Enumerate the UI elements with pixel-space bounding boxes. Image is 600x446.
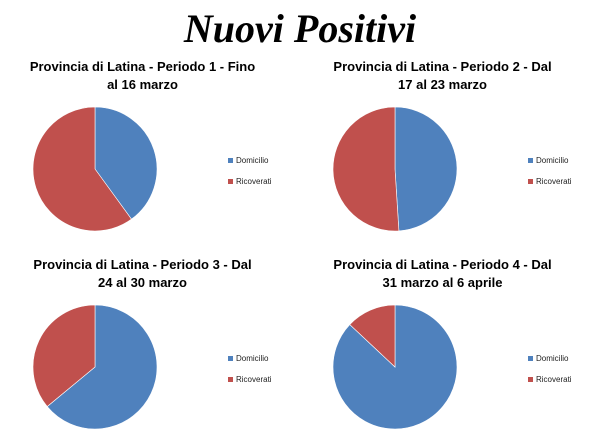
- legend-3: Domicilio Ricoverati: [228, 352, 272, 394]
- chart-title-1: Provincia di Latina - Periodo 1 - Fino a…: [0, 58, 285, 94]
- legend-item-ricoverati: Ricoverati: [228, 175, 272, 187]
- legend-item-domicilio: Domicilio: [228, 154, 272, 166]
- chart-title-2-line1: Provincia di Latina - Periodo 2 - Dal: [333, 59, 552, 74]
- legend-1: Domicilio Ricoverati: [228, 154, 272, 196]
- legend-label-ricoverati: Ricoverati: [536, 176, 572, 186]
- chart-title-2-line2: 17 al 23 marzo: [398, 77, 487, 92]
- chart-panel-4: Provincia di Latina - Periodo 4 - Dal 31…: [300, 256, 600, 446]
- legend-item-ricoverati: Ricoverati: [528, 373, 572, 385]
- legend-item-ricoverati: Ricoverati: [228, 373, 272, 385]
- chart-panel-3: Provincia di Latina - Periodo 3 - Dal 24…: [0, 256, 300, 446]
- legend-swatch-domicilio: [528, 157, 533, 163]
- chart-title-1-line1: Provincia di Latina - Periodo 1 - Fino: [29, 59, 256, 74]
- slice-ricoverati: [32, 304, 96, 407]
- legend-swatch-ricoverati: [228, 178, 233, 184]
- legend-2: Domicilio Ricoverati: [528, 154, 572, 196]
- pie-chart-2: [332, 106, 458, 232]
- legend-swatch-ricoverati: [528, 376, 533, 382]
- legend-4: Domicilio Ricoverati: [528, 352, 572, 394]
- legend-label-domicilio: Domicilio: [536, 353, 569, 363]
- legend-label-ricoverati: Ricoverati: [236, 374, 272, 384]
- legend-label-domicilio: Domicilio: [236, 353, 269, 363]
- slice-ricoverati: [349, 304, 396, 368]
- chart-title-3: Provincia di Latina - Periodo 3 - Dal 24…: [0, 256, 285, 292]
- legend-swatch-domicilio: [528, 355, 533, 361]
- legend-item-domicilio: Domicilio: [528, 154, 572, 166]
- chart-title-4-line1: Provincia di Latina - Periodo 4 - Dal: [333, 257, 552, 272]
- chart-title-4-line2: 31 marzo al 6 aprile: [382, 275, 503, 290]
- slice-domicilio: [46, 304, 158, 430]
- chart-title-3-line2: 24 al 30 marzo: [98, 275, 187, 290]
- slice-domicilio: [394, 106, 458, 232]
- legend-label-ricoverati: Ricoverati: [236, 176, 272, 186]
- chart-title-4: Provincia di Latina - Periodo 4 - Dal 31…: [300, 256, 585, 292]
- legend-swatch-ricoverati: [528, 178, 533, 184]
- chart-panel-2: Provincia di Latina - Periodo 2 - Dal 17…: [300, 58, 600, 248]
- chart-title-3-line1: Provincia di Latina - Periodo 3 - Dal: [33, 257, 252, 272]
- legend-item-domicilio: Domicilio: [228, 352, 272, 364]
- chart-title-2: Provincia di Latina - Periodo 2 - Dal 17…: [300, 58, 585, 94]
- legend-swatch-ricoverati: [228, 376, 233, 382]
- slice-ricoverati: [332, 106, 400, 232]
- page-title: Nuovi Positivi: [183, 6, 417, 51]
- legend-label-domicilio: Domicilio: [236, 155, 269, 165]
- pie-chart-3: [32, 304, 158, 430]
- slice-ricoverati: [32, 106, 132, 232]
- chart-panel-1: Provincia di Latina - Periodo 1 - Fino a…: [0, 58, 300, 248]
- pie-chart-1: [32, 106, 158, 232]
- legend-item-ricoverati: Ricoverati: [528, 175, 572, 187]
- legend-swatch-domicilio: [228, 157, 233, 163]
- legend-label-domicilio: Domicilio: [536, 155, 569, 165]
- legend-label-ricoverati: Ricoverati: [536, 374, 572, 384]
- chart-title-1-line2: al 16 marzo: [107, 77, 178, 92]
- pie-chart-4: [332, 304, 458, 430]
- legend-item-domicilio: Domicilio: [528, 352, 572, 364]
- legend-swatch-domicilio: [228, 355, 233, 361]
- slice-domicilio: [94, 106, 158, 220]
